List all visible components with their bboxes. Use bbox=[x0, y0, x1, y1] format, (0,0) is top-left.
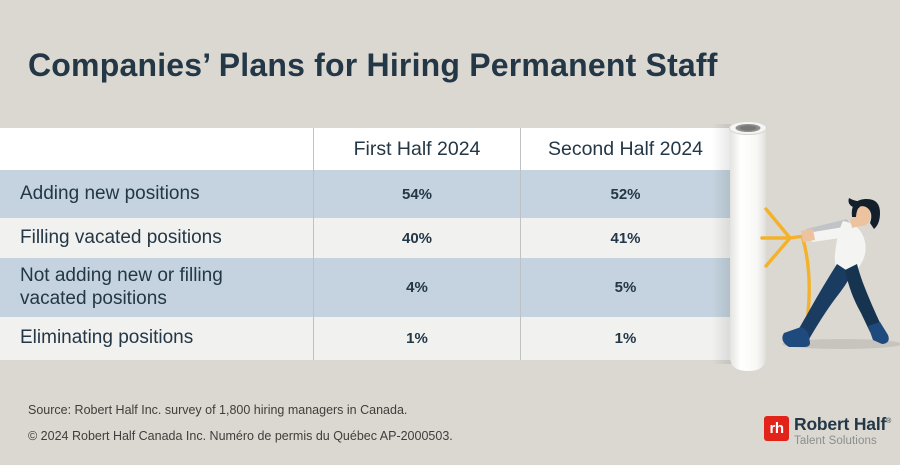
table-cell-value: 41% bbox=[521, 218, 730, 258]
value-text: 54% bbox=[401, 185, 433, 203]
row-label-text: Not adding new or filling vacated positi… bbox=[20, 264, 223, 309]
table-cell-value: 52% bbox=[521, 170, 730, 218]
row-label-text: Filling vacated positions bbox=[20, 226, 222, 248]
table-row-label: Filling vacated positions bbox=[0, 218, 314, 258]
row-label-text: Eliminating positions bbox=[20, 327, 194, 349]
pull-scroll-illustration bbox=[729, 121, 900, 371]
person-icon bbox=[782, 198, 889, 347]
table-header-second-half: Second Half 2024 bbox=[521, 128, 730, 170]
value-text: 52% bbox=[610, 185, 641, 203]
table-header-empty-cell bbox=[0, 128, 314, 170]
value-text: 41% bbox=[610, 229, 641, 247]
rh-monogram-icon: rh bbox=[764, 416, 789, 441]
value-text: 1% bbox=[614, 330, 637, 347]
table-cell-value: 5% bbox=[521, 258, 730, 317]
logo-tagline: Talent Solutions bbox=[794, 434, 877, 447]
value-text: 4% bbox=[406, 279, 428, 296]
logo-text: Robert Half® Talent Solutions bbox=[794, 414, 892, 447]
copyright-note: © 2024 Robert Half Canada Inc. Numéro de… bbox=[28, 429, 453, 443]
robert-half-logo: rh Robert Half® Talent Solutions bbox=[764, 414, 892, 447]
roll-shadow-on-sheet bbox=[712, 124, 732, 364]
brand-text: Robert Half bbox=[794, 414, 887, 434]
table-row-label: Eliminating positions bbox=[0, 317, 314, 360]
page-title: Companies’ Plans for Hiring Permanent St… bbox=[28, 47, 718, 83]
paper-roll-icon bbox=[729, 121, 767, 371]
registered-mark: ® bbox=[886, 418, 892, 426]
value-text: 40% bbox=[401, 229, 433, 247]
table-cell-value: 40% bbox=[314, 218, 521, 258]
logo-brand-name: Robert Half® bbox=[794, 414, 892, 434]
person-shadow bbox=[782, 339, 900, 349]
row-label-text: Adding new positions bbox=[20, 182, 200, 204]
table-row-label: Not adding new or filling vacated positi… bbox=[0, 258, 314, 317]
value-text: 5% bbox=[614, 279, 637, 296]
table-header-first-half: First Half 2024 bbox=[314, 128, 521, 170]
value-text: 1% bbox=[406, 330, 428, 347]
table-cell-value: 54% bbox=[314, 170, 521, 218]
source-note: Source: Robert Half Inc. survey of 1,800… bbox=[28, 403, 408, 417]
table-cell-value: 4% bbox=[314, 258, 521, 317]
table-row-label: Adding new positions bbox=[0, 170, 314, 218]
hiring-plans-table: First Half 2024 Second Half 2024 Adding … bbox=[0, 128, 730, 360]
table-cell-value: 1% bbox=[521, 317, 730, 360]
rope-icon bbox=[760, 207, 811, 316]
table-cell-value: 1% bbox=[314, 317, 521, 360]
